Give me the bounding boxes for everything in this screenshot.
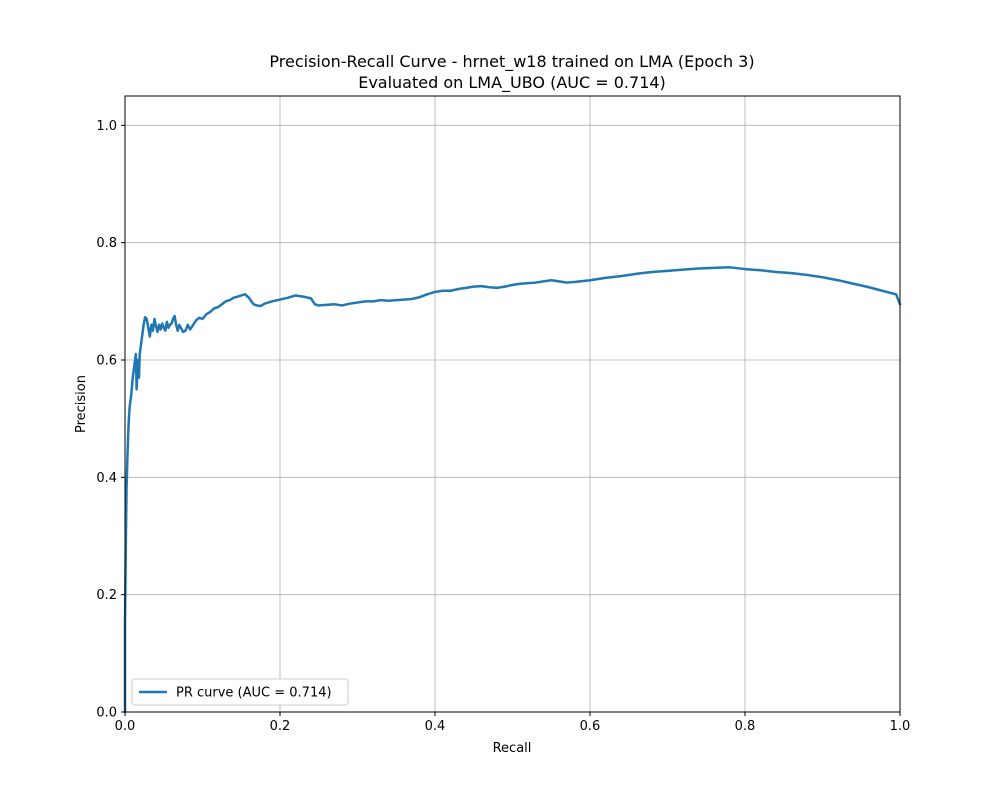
y-tick-label: 0.8 <box>96 236 117 251</box>
legend-label: PR curve (AUC = 0.714) <box>176 686 332 701</box>
legend: PR curve (AUC = 0.714) <box>131 678 349 706</box>
ticks: 0.0 0.2 0.4 0.6 0.8 1.0 0.0 0.2 0.4 0.6 0.8 1.0 <box>96 119 910 734</box>
grid <box>124 96 901 713</box>
series-layer <box>123 266 902 714</box>
y-axis-label: Precision <box>74 375 89 433</box>
legend-box <box>131 678 349 706</box>
y-tick-label: 0.2 <box>96 588 117 603</box>
y-tick-label: 1.0 <box>96 119 117 134</box>
y-tick-label: 0.4 <box>96 471 117 486</box>
x-tick-label: 1.0 <box>890 719 911 734</box>
pr-curve-line <box>123 266 902 714</box>
chart-title-line2: Evaluated on LMA_UBO (AUC = 0.714) <box>358 73 666 93</box>
x-tick-label: 0.8 <box>735 719 756 734</box>
x-tick-label: 0.2 <box>270 719 291 734</box>
x-tick-label: 0.0 <box>115 719 136 734</box>
y-tick-label: 0.6 <box>96 354 117 369</box>
plot-frame <box>124 95 901 713</box>
chart-title-line1: Precision-Recall Curve - hrnet_w18 train… <box>269 52 754 72</box>
x-tick-label: 0.4 <box>425 719 446 734</box>
y-tick-label: 0.0 <box>96 706 117 721</box>
x-axis-label: Recall <box>493 741 532 756</box>
x-tick-label: 0.6 <box>580 719 601 734</box>
